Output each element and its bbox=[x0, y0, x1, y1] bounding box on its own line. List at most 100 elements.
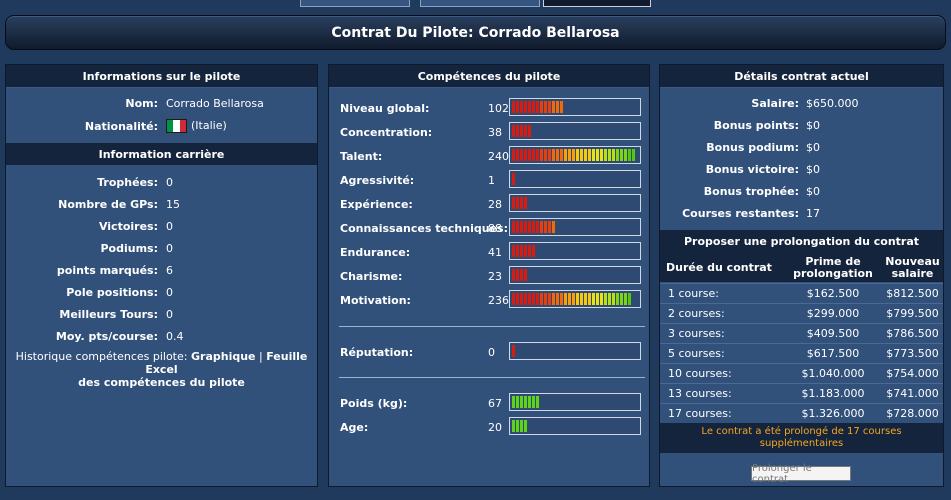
name-label: Nom: bbox=[125, 97, 158, 110]
bar-segment bbox=[540, 221, 543, 233]
bar-segment bbox=[516, 396, 519, 408]
row-bonus: $162.500 bbox=[806, 287, 860, 300]
bar-segment bbox=[528, 293, 531, 305]
skill-label: Concentration: bbox=[340, 126, 433, 139]
history-label: Historique compétences pilote: bbox=[15, 350, 188, 363]
row-duration: 5 courses: bbox=[668, 347, 725, 360]
bar-segment bbox=[516, 149, 519, 161]
skill-bar bbox=[509, 194, 641, 212]
skill-bar bbox=[509, 242, 641, 260]
career-stat-label: Pole positions: bbox=[66, 286, 158, 299]
career-stat-label: Trophées: bbox=[97, 176, 158, 189]
bar-segment bbox=[512, 221, 515, 233]
bar-segment bbox=[520, 420, 523, 432]
bar-segment bbox=[524, 149, 527, 161]
physical-bar bbox=[509, 417, 641, 435]
bar-segment bbox=[516, 221, 519, 233]
proposal-row[interactable]: 13 courses: $1.183.000 $741.000 bbox=[660, 383, 943, 404]
skill-value: 41 bbox=[488, 246, 502, 259]
italy-flag-icon bbox=[166, 119, 187, 133]
bar-segment bbox=[544, 149, 547, 161]
bar-segment bbox=[572, 149, 575, 161]
bar-segment bbox=[548, 101, 551, 113]
bar-segment bbox=[556, 101, 559, 113]
proposal-row[interactable]: 3 courses: $409.500 $786.500 bbox=[660, 323, 943, 344]
skill-bar bbox=[509, 218, 641, 236]
row-duration: 3 courses: bbox=[668, 327, 725, 340]
career-stat-value: 0 bbox=[166, 308, 173, 321]
bar-segment bbox=[524, 197, 527, 209]
bar-segment bbox=[520, 293, 523, 305]
physical-value: 67 bbox=[488, 397, 502, 410]
excel-link-rest[interactable]: des compétences du pilote bbox=[78, 376, 245, 389]
row-bonus: $1.326.000 bbox=[801, 407, 865, 420]
bar-segment bbox=[516, 101, 519, 113]
proposal-row[interactable]: 17 courses: $1.326.000 $728.000 bbox=[660, 403, 943, 424]
bar-segment bbox=[580, 149, 583, 161]
row-bonus: $617.500 bbox=[806, 347, 860, 360]
proposal-table-head: Durée du contrat Prime de prolongation N… bbox=[660, 252, 943, 282]
graph-link[interactable]: Graphique bbox=[190, 350, 256, 363]
proposal-row[interactable]: 1 course: $162.500 $812.500 bbox=[660, 283, 943, 304]
career-stat-label: Meilleurs Tours: bbox=[59, 308, 158, 321]
bar-segment bbox=[536, 221, 539, 233]
tab-1[interactable] bbox=[300, 0, 410, 7]
bar-segment bbox=[520, 125, 523, 137]
bar-segment bbox=[604, 293, 607, 305]
physical-label: Poids (kg): bbox=[340, 397, 408, 410]
career-stat-value: 0 bbox=[166, 176, 173, 189]
bar-segment bbox=[512, 149, 515, 161]
bar-segment bbox=[560, 149, 563, 161]
skills-panel: Compétences du pilote Niveau global: 102 C… bbox=[328, 64, 650, 487]
page-title: Contrat Du Pilote: Corrado Bellarosa bbox=[331, 24, 620, 41]
extension-notice: Le contrat a été prolongé de 17 courses … bbox=[701, 426, 902, 449]
skill-bar bbox=[509, 122, 641, 140]
skill-bar bbox=[509, 146, 641, 164]
bar-segment bbox=[560, 293, 563, 305]
bar-segment bbox=[532, 245, 535, 257]
row-salary: $754.000 bbox=[886, 367, 939, 380]
bar-segment bbox=[628, 293, 631, 305]
row-duration: 13 courses: bbox=[668, 387, 732, 400]
bar-segment bbox=[624, 293, 627, 305]
skill-bar bbox=[509, 266, 641, 284]
bar-segment bbox=[572, 293, 575, 305]
tab-2[interactable] bbox=[420, 0, 540, 7]
bar-segment bbox=[616, 293, 619, 305]
tab-3[interactable] bbox=[543, 0, 651, 7]
extend-contract-button[interactable]: Prolonger le contrat bbox=[751, 463, 851, 485]
bar-segment bbox=[548, 293, 551, 305]
proposal-row[interactable]: 5 courses: $617.500 $773.500 bbox=[660, 343, 943, 364]
contract-detail-label: Salaire: bbox=[751, 97, 799, 110]
proposal-row[interactable]: 10 courses: $1.040.000 $754.000 bbox=[660, 363, 943, 384]
bar-segment bbox=[520, 396, 523, 408]
bar-segment bbox=[524, 221, 527, 233]
contract-header: Détails contrat actuel bbox=[660, 65, 943, 88]
skill-label: Endurance: bbox=[340, 246, 411, 259]
contract-detail-value: $0 bbox=[806, 185, 820, 198]
bar-segment bbox=[520, 245, 523, 257]
proposal-row[interactable]: 2 courses: $299.000 $799.500 bbox=[660, 303, 943, 324]
skill-label: Charisme: bbox=[340, 270, 403, 283]
skill-value: 38 bbox=[488, 126, 502, 139]
bar-segment bbox=[516, 269, 519, 281]
bar-segment bbox=[540, 149, 543, 161]
bar-segment bbox=[512, 101, 515, 113]
bar-segment bbox=[512, 197, 515, 209]
contract-panel: Détails contrat actuel Salaire: $650.000 B… bbox=[659, 64, 944, 487]
bar-segment bbox=[512, 345, 515, 357]
bar-segment bbox=[540, 293, 543, 305]
skill-value: 240 bbox=[488, 150, 509, 163]
career-stat-value: 0.4 bbox=[166, 330, 184, 343]
row-salary: $773.500 bbox=[886, 347, 939, 360]
bar-segment bbox=[588, 293, 591, 305]
excel-link[interactable]: Feuille Excel bbox=[145, 350, 308, 376]
bar-segment bbox=[552, 221, 555, 233]
bar-segment bbox=[528, 149, 531, 161]
bar-segment bbox=[516, 293, 519, 305]
bar-segment bbox=[532, 293, 535, 305]
bar-segment bbox=[548, 149, 551, 161]
skill-label: Agressivité: bbox=[340, 174, 415, 187]
contract-detail-value: $0 bbox=[806, 163, 820, 176]
name-value: Corrado Bellarosa bbox=[166, 97, 264, 110]
